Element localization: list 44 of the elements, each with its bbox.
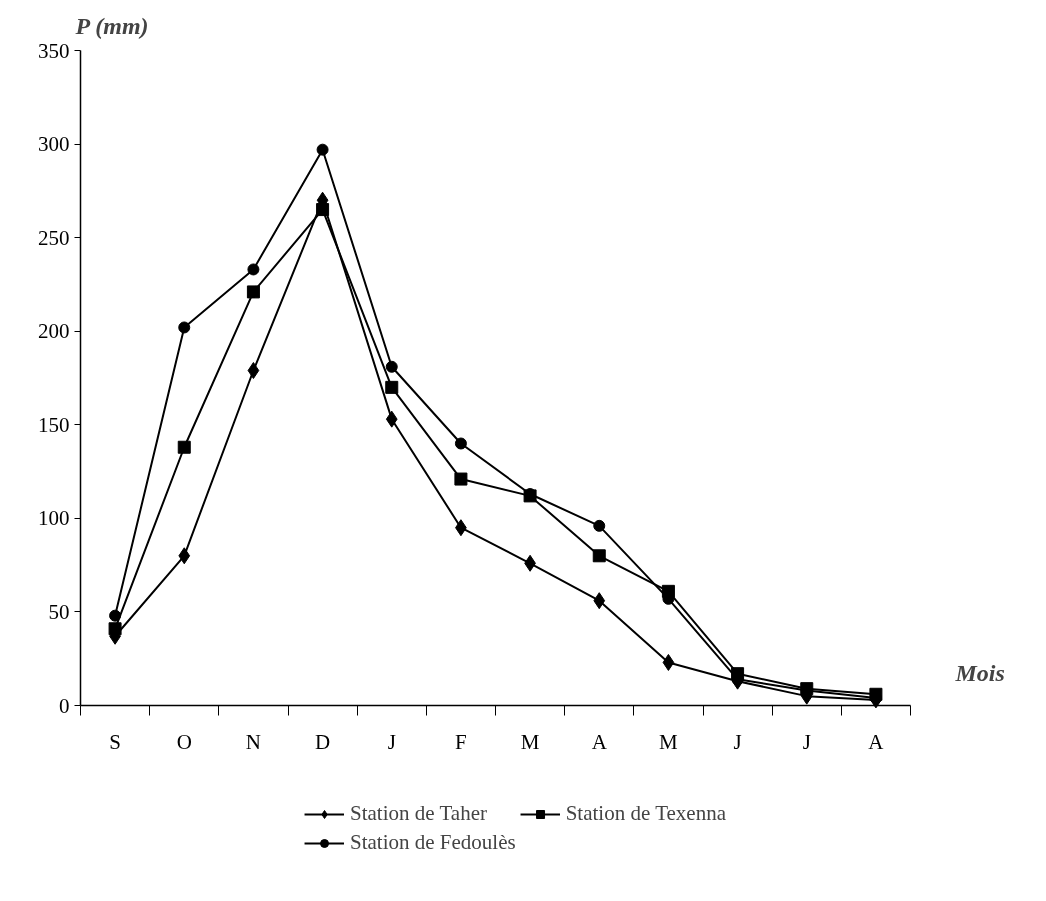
point	[593, 592, 606, 610]
x-tick-label: N	[245, 729, 262, 754]
x-tick-label: D	[315, 729, 331, 754]
x-tick-label: O	[176, 729, 192, 754]
y-tick-label: 300	[38, 132, 70, 157]
point	[246, 285, 260, 299]
y-tick-label: 250	[38, 225, 70, 250]
point	[247, 362, 260, 380]
x-tick-label: J	[802, 729, 811, 754]
point	[454, 472, 468, 486]
y-tick-label: 0	[59, 693, 70, 718]
y-tick-label: 150	[38, 412, 70, 437]
legend-label: Station de Taher	[350, 801, 487, 826]
point	[316, 203, 330, 217]
x-tick-label: A	[591, 729, 608, 754]
point	[385, 410, 398, 428]
legend-label: Station de Fedoulès	[350, 830, 516, 855]
y-tick-label: 100	[38, 506, 70, 531]
y-axis-title: P (mm)	[74, 12, 149, 39]
point	[385, 360, 398, 373]
x-tick-label: M	[659, 729, 679, 754]
point	[593, 519, 606, 532]
point	[178, 547, 191, 565]
point	[592, 549, 606, 563]
x-tick-label: M	[520, 729, 540, 754]
point	[316, 143, 329, 156]
x-tick-label: F	[455, 729, 467, 754]
x-tick-label: J	[387, 729, 396, 754]
x-tick-label: A	[868, 729, 885, 754]
point	[177, 440, 191, 454]
x-tick-label: S	[109, 729, 121, 754]
y-tick-label: 50	[48, 599, 70, 624]
point	[108, 622, 122, 636]
legend-label: Station de Texenna	[565, 801, 726, 826]
point	[385, 380, 399, 394]
y-tick-label: 200	[38, 319, 70, 344]
point	[109, 609, 122, 622]
point	[662, 653, 675, 671]
y-tick-label: 350	[38, 38, 70, 63]
x-axis-title: Mois	[954, 659, 1005, 686]
point	[454, 437, 467, 450]
point	[178, 321, 191, 334]
x-tick-label: J	[733, 729, 742, 754]
point	[247, 263, 260, 276]
